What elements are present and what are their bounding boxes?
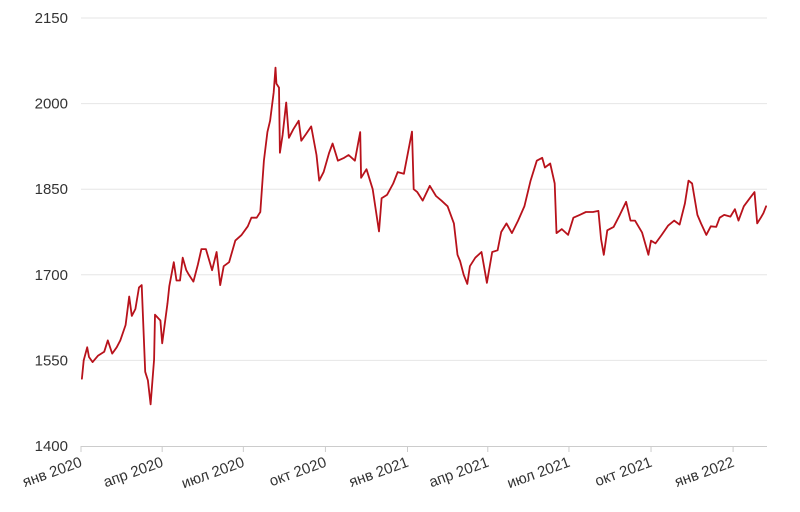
y-axis: 1400 1550 1700 1850 2000 2150 [35,10,68,455]
y-tick-label: 2150 [35,10,68,27]
x-axis: янв 2020 апр 2020 июл 2020 окт 2020 янв 2021… [20,446,767,492]
x-tick-label: июл 2021 [505,454,572,492]
y-tick-label: 1700 [35,267,68,284]
x-tick-label: окт 2020 [267,454,329,490]
x-tick-label: июл 2020 [179,454,246,492]
x-tick-label: апр 2020 [101,454,165,491]
series-layer [81,66,767,406]
y-tick-label: 1850 [35,181,68,198]
series-line-0 [81,66,767,406]
y-tick-label: 1400 [35,438,68,455]
x-tick-label: янв 2021 [347,454,411,491]
x-tick-label: окт 2021 [593,454,655,490]
y-tick-label: 2000 [35,96,68,113]
x-tick-label: янв 2022 [672,454,736,491]
y-tick-label: 1550 [35,352,68,369]
x-tick-label: янв 2020 [20,454,84,491]
grid-lines [81,17,767,361]
x-tick-label: апр 2021 [427,454,491,491]
